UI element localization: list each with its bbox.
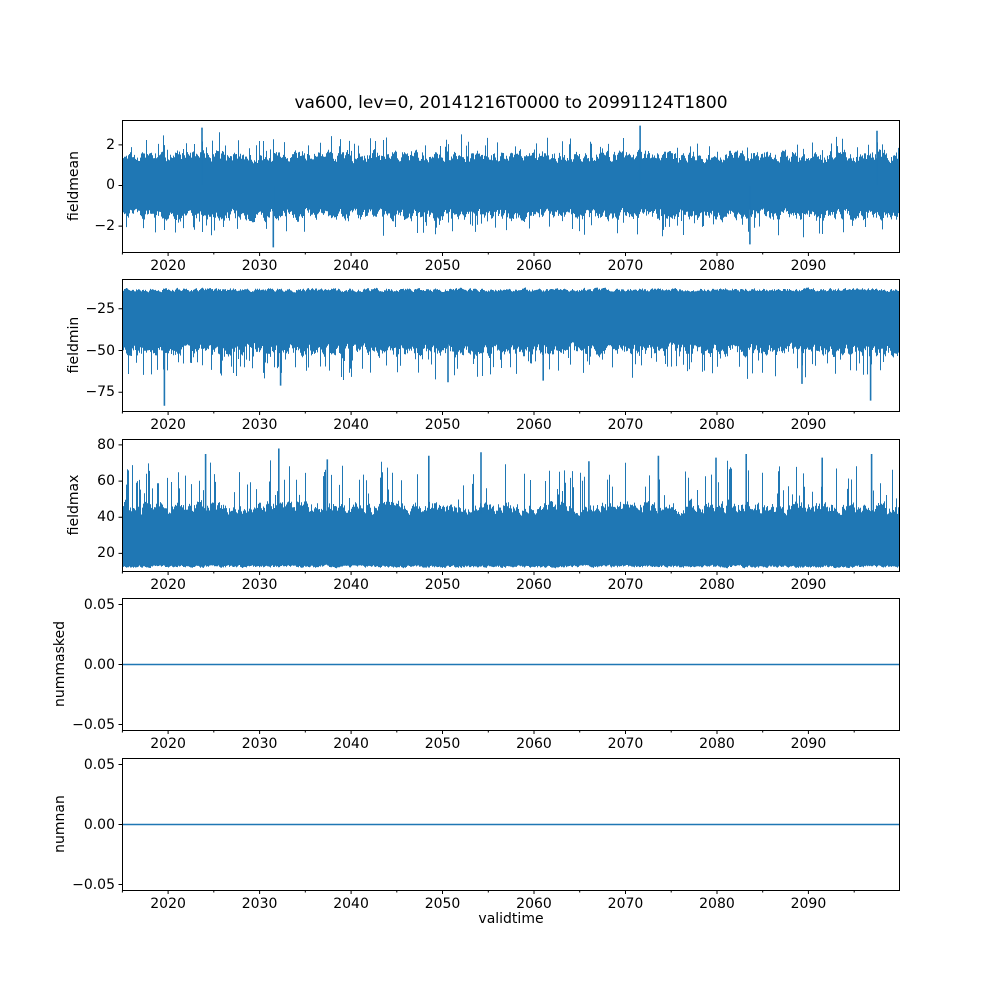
plot-canvas-nummasked: [118, 598, 900, 734]
x-tick-label: 2040: [333, 258, 369, 274]
y-tick-label: −0.05: [72, 716, 115, 733]
x-tick-label: 2020: [150, 258, 186, 274]
x-tick-label: 2030: [241, 736, 278, 752]
x-tick-label: 2020: [150, 896, 186, 912]
y-tick-label: 80: [97, 436, 115, 453]
x-tick-label: 2070: [607, 417, 644, 433]
x-tick-label: 2040: [333, 736, 369, 752]
x-tick-label: 2070: [607, 577, 644, 593]
x-tick-label: 2030: [241, 417, 278, 433]
x-tick-label: 2050: [424, 896, 461, 912]
y-tick-label: 0.05: [83, 756, 115, 773]
plot-canvas-numnan: [118, 758, 900, 894]
x-tick-label: 2040: [333, 577, 369, 593]
x-tick-label: 2080: [699, 736, 735, 752]
series-fieldmax: [122, 460, 899, 569]
tick-marks: [118, 308, 855, 415]
y-tick-label: −2: [94, 218, 115, 235]
series-extremes-fieldmean: [201, 125, 878, 248]
y-tick-label: 0.00: [83, 816, 115, 833]
y-tick-label: 2: [106, 136, 115, 153]
x-tick-label: 2050: [424, 417, 461, 433]
y-tick-label: −50: [85, 342, 115, 359]
y-tick-label: −0.05: [72, 876, 115, 893]
y-tick-label: 40: [97, 509, 115, 526]
x-tick-label: 2030: [241, 896, 278, 912]
axes-spines: [122, 758, 900, 891]
series-extremes-fieldmin: [163, 342, 872, 406]
x-tick-label: 2090: [790, 736, 827, 752]
x-tick-label: 2060: [516, 417, 552, 433]
x-tick-label: 2050: [424, 577, 461, 593]
x-tick-label: 2070: [607, 736, 644, 752]
x-tick-label: 2030: [241, 258, 278, 274]
axes-spines: [122, 279, 900, 412]
x-tick-label: 2070: [607, 258, 644, 274]
x-tick-label: 2040: [333, 417, 369, 433]
x-tick-label: 2080: [699, 896, 735, 912]
x-axis-label: validtime: [478, 911, 544, 927]
x-tick-label: 2080: [699, 417, 735, 433]
series-fieldmean: [122, 132, 899, 238]
x-tick-label: 2090: [790, 417, 827, 433]
plot-canvas-fieldmin: [118, 279, 900, 415]
x-tick-label: 2060: [516, 896, 552, 912]
x-tick-label: 2080: [699, 577, 735, 593]
subplot-nummasked: nummasked 2020 2030 2040 2050 2060 2070 2080 20…: [0, 596, 1000, 757]
plot-canvas-fieldmean: [118, 120, 900, 256]
tick-marks: [118, 144, 855, 256]
y-tick-label: −25: [85, 300, 115, 317]
subplot-numnan: numnan 2020 2030 2040 2050 2060 2070 2080 2090 0…: [0, 756, 1000, 917]
x-tick-label: 2090: [790, 896, 827, 912]
y-tick-label: −75: [85, 384, 115, 401]
plot-canvas-fieldmax: [118, 439, 900, 575]
x-tick-label: 2050: [424, 736, 461, 752]
tick-marks: [118, 764, 855, 894]
subplot-fieldmin: fieldmin 2020 2030 2040 2050 2060 2070 2080 209…: [0, 279, 1000, 438]
tick-marks: [118, 604, 855, 734]
x-tick-label: 2040: [333, 896, 369, 912]
series-fieldmin: [122, 287, 899, 380]
x-tick-label: 2080: [699, 258, 735, 274]
y-tick-label: 0: [106, 177, 115, 194]
x-tick-label: 2060: [516, 258, 552, 274]
axes-spines: [122, 598, 900, 731]
x-tick-label: 2020: [150, 577, 186, 593]
x-tick-label: 2060: [516, 736, 552, 752]
chart-title: va600, lev=0, 20141216T0000 to 20991124T…: [294, 93, 728, 113]
x-tick-label: 2090: [790, 577, 827, 593]
x-tick-label: 2020: [150, 417, 186, 433]
x-tick-label: 2030: [241, 577, 278, 593]
subplot-fieldmean: fieldmean 2020 2030 2040 2050 2060 2070 2080 20…: [0, 120, 1000, 279]
subplot-fieldmax: fieldmax 2020 2030 2040 2050 2060 2070 2080 209…: [0, 436, 1000, 598]
axes-spines: [122, 120, 900, 253]
x-tick-label: 2060: [516, 577, 552, 593]
tick-marks: [118, 444, 855, 575]
x-tick-label: 2090: [790, 258, 827, 274]
x-tick-label: 2020: [150, 736, 186, 752]
series-extremes-fieldmax: [204, 448, 873, 514]
x-tick-label: 2070: [607, 896, 644, 912]
y-tick-label: 20: [97, 545, 115, 562]
axes-spines: [122, 439, 900, 572]
y-tick-label: 0.05: [83, 596, 115, 613]
x-tick-label: 2050: [424, 258, 461, 274]
y-tick-label: 0.00: [83, 656, 115, 673]
y-tick-label: 60: [97, 473, 115, 490]
